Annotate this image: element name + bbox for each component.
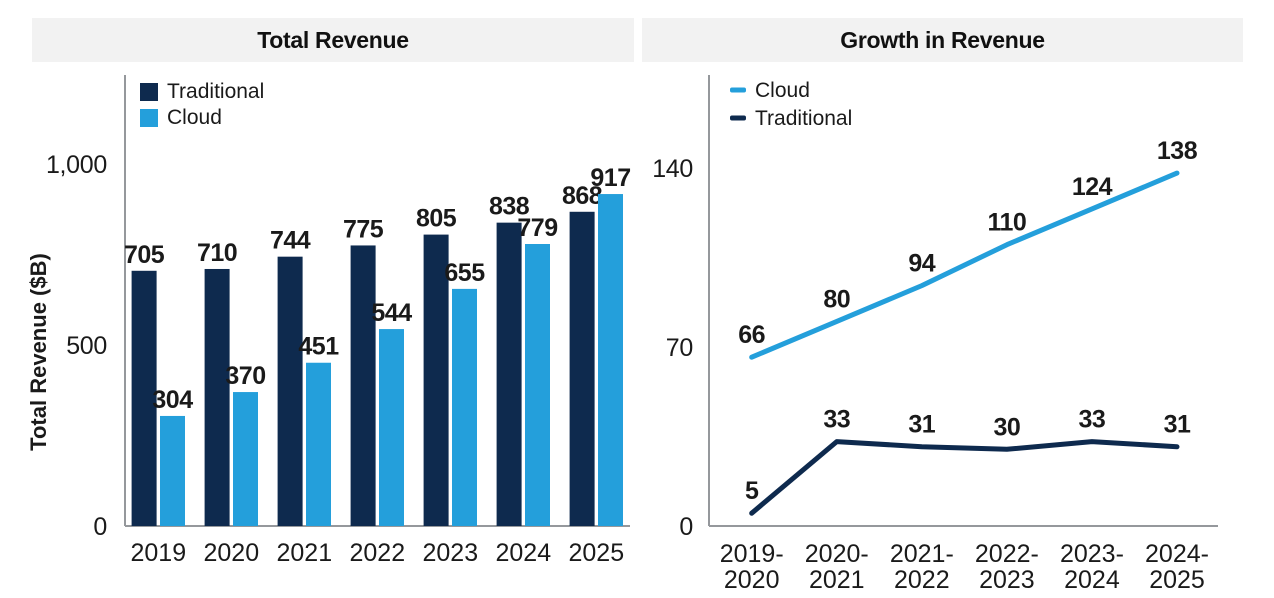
- bar-cloud-2021: [306, 362, 331, 526]
- bar-value-label: 705: [124, 241, 165, 269]
- legend-swatch-traditional: [140, 83, 158, 101]
- total-revenue-panel: Total Revenue 0 500 1,000 Total Revenue ($B…: [26, 18, 634, 567]
- y-tick-label: 0: [93, 513, 107, 541]
- bar-value-label: 304: [152, 386, 193, 414]
- legend-label: Traditional: [755, 107, 852, 130]
- legend-label: Cloud: [167, 106, 222, 129]
- x-tick-label: 2023: [979, 566, 1035, 594]
- bar-value-label: 710: [197, 239, 237, 267]
- bar-traditional-2025: [569, 211, 595, 526]
- point-value-label: 33: [823, 406, 850, 434]
- bar-traditional-2023: [423, 234, 449, 526]
- growth-title: Growth in Revenue: [840, 26, 1045, 53]
- growth-in-revenue-panel: Growth in Revenue 0 70 140 Cloud Traditional…: [637, 0, 1274, 598]
- growth-title-band: Growth in Revenue: [642, 18, 1243, 62]
- line-traditional: [749, 439, 1180, 516]
- legend-label: Traditional: [167, 80, 264, 103]
- x-tick-label: 2022: [349, 539, 405, 567]
- legend-dash-traditional: [730, 115, 746, 121]
- bar-value-label: 744: [270, 227, 311, 255]
- y-tick-label: 500: [66, 332, 107, 360]
- bar-value-label: 917: [590, 164, 630, 192]
- total-revenue-bar-chart: 0 500 1,000 Total Revenue ($B) Traditional Cl…: [26, 75, 631, 567]
- bar-cloud-2022: [379, 329, 404, 526]
- point-value-label: 124: [1072, 173, 1113, 201]
- bar-traditional-2020: [204, 268, 230, 526]
- x-tick-label: 2020: [724, 566, 780, 594]
- x-tick-label: 2022: [894, 566, 950, 594]
- point-value-label: 31: [908, 411, 935, 439]
- x-tick-label: 2021-: [890, 540, 954, 568]
- x-tick-label: 2022-: [975, 540, 1039, 568]
- x-tick-label: 2024: [495, 539, 551, 567]
- x-tick-label: 2020-: [805, 540, 869, 568]
- bar-cloud-2020: [233, 392, 258, 526]
- bar-value-label: 655: [444, 259, 485, 287]
- x-tick-label: 2024-: [1145, 540, 1209, 568]
- bar-value-label: 838: [489, 193, 530, 221]
- x-tick-label: 2021: [809, 566, 865, 594]
- point-value-label: 110: [987, 209, 1026, 237]
- bar-traditional-2022: [350, 245, 376, 526]
- bar-cloud-2025: [598, 194, 623, 526]
- point-value-label: 138: [1157, 137, 1198, 165]
- bar-traditional-2019: [131, 270, 157, 526]
- legend-label: Cloud: [755, 79, 810, 102]
- x-tick-label: 2024: [1064, 566, 1120, 594]
- point-value-label: 31: [1164, 411, 1191, 439]
- point-value-label: 94: [908, 250, 935, 278]
- total-revenue-title-band: Total Revenue: [32, 18, 634, 62]
- y-axis-title: Total Revenue ($B): [26, 253, 51, 451]
- total-revenue-title: Total Revenue: [257, 26, 409, 53]
- bar-value-label: 775: [343, 215, 384, 243]
- bar-traditional-2021: [277, 256, 303, 526]
- y-tick-label: 140: [652, 155, 693, 183]
- x-tick-label: 2025: [568, 539, 624, 567]
- point-value-label: 5: [745, 477, 759, 505]
- y-tick-label: 70: [666, 334, 693, 362]
- bar-value-label: 868: [562, 182, 603, 210]
- bar-cloud-2019: [160, 415, 185, 526]
- bar-value-label: 544: [371, 299, 412, 327]
- bar-value-label: 370: [225, 362, 265, 390]
- point-value-label: 30: [993, 413, 1020, 441]
- x-tick-label: 2023: [422, 539, 478, 567]
- x-tick-label: 2019-: [720, 540, 784, 568]
- y-tick-label: 0: [679, 513, 693, 541]
- x-tick-label: 2019: [130, 539, 186, 567]
- x-tick-label: 2023-: [1060, 540, 1124, 568]
- line-cloud: [749, 170, 1180, 360]
- x-tick-label: 2021: [276, 539, 332, 567]
- y-tick-label: 1,000: [46, 151, 107, 179]
- growth-line-chart: 0 70 140 Cloud Traditional 66 80 94 110 124 138 5 33…: [652, 75, 1218, 594]
- x-tick-label: 2020: [203, 539, 259, 567]
- bar-value-label: 779: [517, 214, 557, 242]
- bar-traditional-2024: [496, 222, 522, 527]
- legend-dash-cloud: [730, 87, 746, 93]
- point-value-label: 66: [738, 321, 765, 349]
- legend-swatch-cloud: [140, 109, 158, 127]
- x-tick-label: 2025: [1149, 566, 1205, 594]
- bar-value-label: 451: [298, 333, 339, 361]
- bar-cloud-2024: [525, 244, 550, 526]
- point-value-label: 80: [823, 285, 850, 313]
- point-value-label: 33: [1079, 406, 1106, 434]
- bar-cloud-2023: [452, 288, 477, 526]
- bar-value-label: 805: [416, 205, 457, 233]
